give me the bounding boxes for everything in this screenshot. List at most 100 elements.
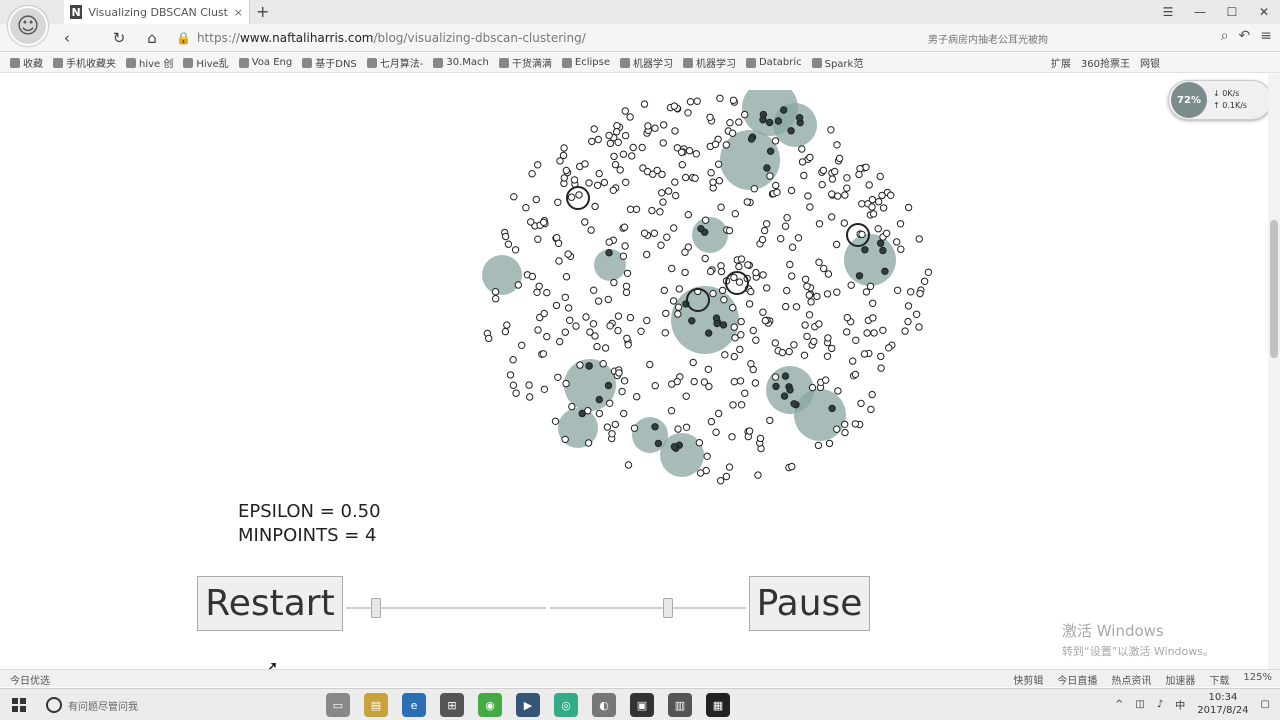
- app-icon-1[interactable]: ◉: [478, 693, 502, 717]
- bookmark-item[interactable]: Spark范: [811, 55, 863, 70]
- app-icon-4[interactable]: ◐: [592, 693, 616, 717]
- undo-icon[interactable]: ↶: [1238, 28, 1251, 44]
- bookmark-item[interactable]: 机器学习: [619, 55, 673, 70]
- noise-point: [540, 309, 548, 318]
- core-point: [705, 329, 713, 337]
- noise-point: [690, 377, 698, 386]
- tab-close-icon[interactable]: ×: [233, 5, 243, 19]
- core-point: [772, 382, 780, 391]
- noise-point: [614, 138, 622, 146]
- core-point: [876, 239, 885, 247]
- status-item[interactable]: 热点资讯: [1111, 676, 1152, 687]
- minimize-button[interactable]: —: [1194, 5, 1206, 19]
- bookmark-item[interactable]: hive 创: [126, 55, 173, 70]
- app-icon-3[interactable]: ◎: [554, 693, 578, 717]
- status-item[interactable]: 快剪辑: [1013, 676, 1044, 687]
- task-view-icon[interactable]: ▭: [326, 693, 350, 717]
- noise-point: [664, 187, 673, 195]
- reload-icon[interactable]: ↻: [112, 29, 126, 47]
- noise-point: [885, 344, 893, 352]
- bookmark-item[interactable]: Voa Eng: [238, 57, 292, 68]
- bookmark-item[interactable]: 机器学习: [682, 55, 736, 70]
- bookmark-item[interactable]: 基于DNS: [302, 55, 357, 70]
- file-explorer-icon[interactable]: ▤: [364, 693, 388, 717]
- app-icon-2[interactable]: ▶: [516, 693, 540, 717]
- noise-point: [518, 341, 526, 350]
- bookmark-icon: [433, 57, 444, 68]
- edge-icon[interactable]: e: [402, 693, 426, 717]
- app-icon-7[interactable]: ▦: [706, 693, 730, 717]
- status-left[interactable]: 今日优选: [10, 676, 50, 687]
- minpoints-slider-handle[interactable]: [662, 598, 673, 618]
- start-icon[interactable]: [12, 698, 26, 712]
- core-point: [765, 118, 774, 127]
- noise-point: [501, 232, 510, 241]
- app-icon-5[interactable]: ▣: [630, 693, 654, 717]
- activate-windows-watermark: 激活 Windows 转到“设置”以激活 Windows。: [1062, 622, 1214, 658]
- minpoints-slider-track[interactable]: [550, 607, 746, 609]
- bookmark-item[interactable]: 干货满满: [498, 55, 552, 70]
- tray-up-icon[interactable]: ^: [1115, 698, 1124, 710]
- ime-indicator[interactable]: 中: [1175, 700, 1186, 712]
- status-item[interactable]: 下载: [1209, 676, 1230, 687]
- status-item[interactable]: 今日直播: [1057, 676, 1098, 687]
- noise-point: [737, 317, 745, 326]
- browser-tab[interactable]: N Visualizing DBSCAN Clusterir ×: [64, 0, 250, 24]
- bookmark-item[interactable]: Hive乱: [183, 55, 229, 70]
- search-icon[interactable]: ⌕: [1220, 28, 1229, 44]
- bookmark-item[interactable]: 收藏: [10, 55, 43, 70]
- epsilon-slider-handle[interactable]: [371, 598, 381, 618]
- page-scrollbar[interactable]: [1268, 74, 1280, 669]
- volume-icon[interactable]: ♪: [1156, 698, 1164, 710]
- noise-point: [907, 288, 915, 296]
- noise-point: [637, 327, 645, 336]
- status-item[interactable]: 加速器: [1165, 676, 1196, 687]
- bookmark-item[interactable]: 七月算法-: [366, 55, 423, 70]
- address-bar[interactable]: 🔒 https://www.naftaliharris.com/blog/vis…: [176, 28, 876, 48]
- clock[interactable]: 10:34 2017/8/24: [1197, 692, 1249, 716]
- cluster-halo: [594, 249, 626, 281]
- notifications-icon[interactable]: ▢: [1260, 698, 1270, 710]
- bookmark-icon: [10, 57, 20, 68]
- user-avatar[interactable]: ☺: [8, 6, 48, 46]
- noise-point: [608, 430, 616, 438]
- noise-point: [855, 170, 863, 179]
- noise-point: [725, 226, 734, 235]
- pause-button[interactable]: Pause: [749, 576, 870, 631]
- bookmark-right-item[interactable]: 360抢票王: [1080, 59, 1130, 70]
- status-item[interactable]: 125%: [1243, 672, 1272, 683]
- noise-point: [736, 377, 745, 385]
- bookmark-right-item[interactable]: 扩展: [1050, 59, 1071, 70]
- network-icon[interactable]: ◫: [1135, 698, 1145, 710]
- news-ticker[interactable]: 男子病房内抽老公耳光被拘: [928, 35, 1048, 46]
- core-point: [787, 127, 795, 135]
- bookmark-item[interactable]: Databric: [745, 57, 802, 68]
- scrollbar-thumb[interactable]: [1270, 220, 1278, 358]
- bookmark-right-item[interactable]: 网银: [1140, 59, 1160, 70]
- cortana-search[interactable]: 有问题尽管问我: [46, 697, 138, 713]
- new-tab-button[interactable]: +: [256, 2, 270, 21]
- noise-point: [501, 327, 510, 336]
- bookmark-item[interactable]: 手机收藏夹: [53, 55, 116, 70]
- epsilon-slider-track[interactable]: [346, 607, 546, 609]
- url-path: /blog/visualizing-dbscan-clustering/: [373, 31, 586, 45]
- network-speed-widget[interactable]: 72% ↓ 0K/s ↑ 0.1K/s: [1168, 80, 1272, 120]
- menu-icon[interactable]: ≡: [1260, 28, 1272, 44]
- noise-point: [833, 141, 841, 149]
- store-icon[interactable]: ⊞: [440, 693, 464, 717]
- back-icon[interactable]: ‹: [64, 29, 70, 47]
- home-icon[interactable]: ⌂: [147, 29, 157, 47]
- bookmark-icon: [53, 57, 63, 68]
- bookmark-item[interactable]: 30.Mach: [433, 57, 489, 68]
- close-window-button[interactable]: ✕: [1258, 5, 1270, 19]
- restart-button[interactable]: Restart: [197, 576, 343, 631]
- bookmark-icon: [183, 57, 194, 68]
- noise-point: [675, 285, 684, 293]
- noise-point: [896, 220, 905, 228]
- skin-icon[interactable]: ☰: [1162, 5, 1174, 19]
- bookmark-item[interactable]: Eclipse: [561, 57, 610, 68]
- noise-point: [915, 235, 923, 243]
- noise-point: [716, 94, 724, 103]
- maximize-button[interactable]: ☐: [1226, 5, 1238, 19]
- app-icon-6[interactable]: ▥: [668, 693, 692, 717]
